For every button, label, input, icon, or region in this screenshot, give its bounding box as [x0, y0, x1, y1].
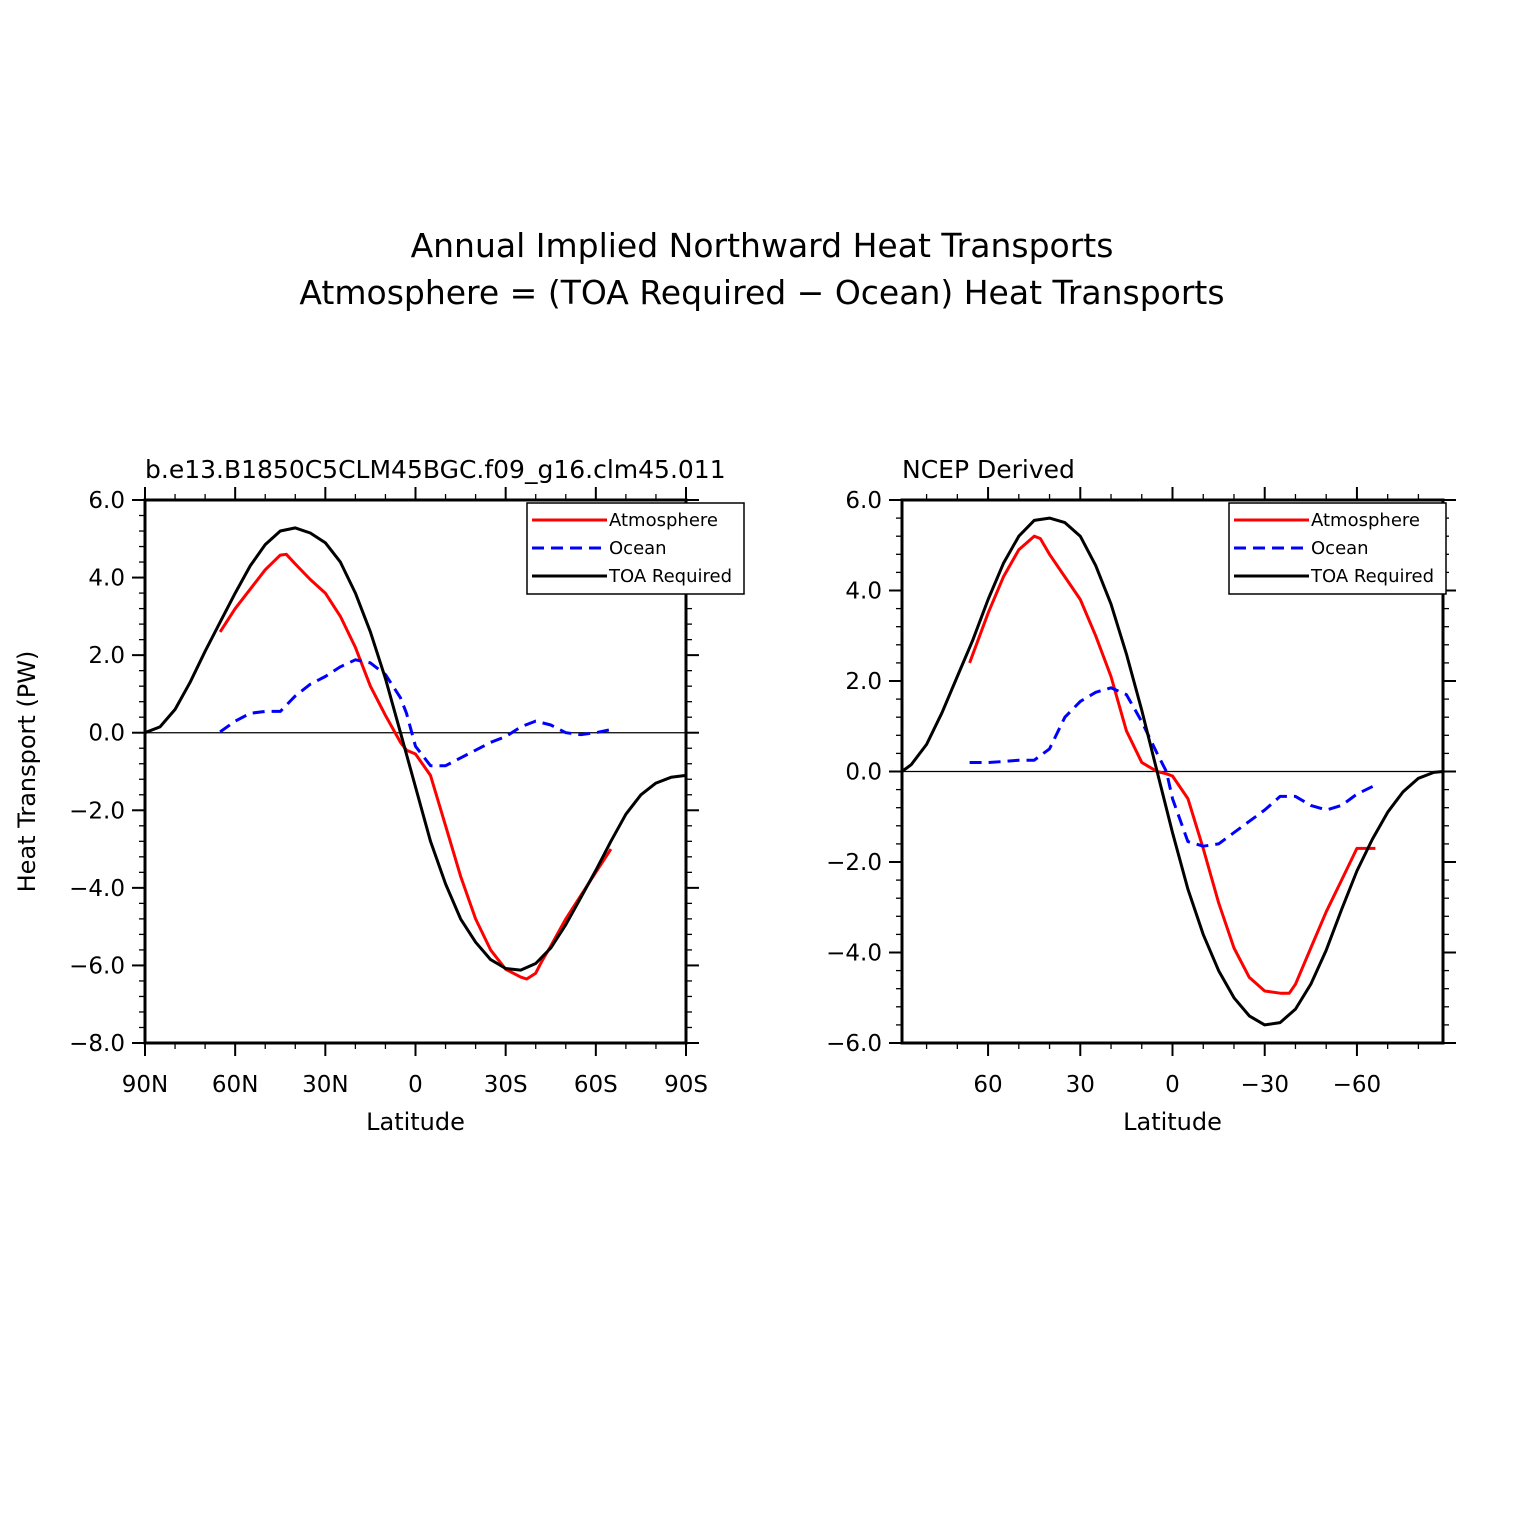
x-tick-label: 60N	[212, 1072, 258, 1098]
x-tick-label: 60S	[574, 1072, 618, 1098]
y-tick-label: −4.0	[69, 876, 125, 902]
y-tick-label: −2.0	[826, 850, 882, 876]
x-tick-label: 30S	[484, 1072, 528, 1098]
y-tick-label: −6.0	[69, 953, 125, 979]
x-tick-label: 90S	[664, 1072, 708, 1098]
x-tick-label: −30	[1240, 1072, 1289, 1098]
legend: Atmosphere Ocean TOA Required	[526, 502, 745, 595]
plot-frame	[143, 498, 688, 1045]
legend-box	[526, 502, 745, 595]
y-tick-label: 4.0	[845, 579, 882, 605]
legend-label-atmosphere: Atmosphere	[609, 510, 718, 531]
series-line-ocean	[969, 686, 1377, 848]
x-tick-label: 30	[1066, 1072, 1095, 1098]
legend-label-ocean: Ocean	[609, 538, 667, 559]
legend-label-ocean: Ocean	[1311, 538, 1369, 559]
x-tick-label: 60	[973, 1072, 1002, 1098]
x-tick-label: 0	[408, 1072, 423, 1098]
plot-frame	[900, 498, 1445, 1045]
y-tick-label: 0.0	[845, 760, 882, 786]
x-axis-label: Latitude	[1123, 1108, 1222, 1136]
y-tick-label: −2.0	[69, 798, 125, 824]
panel-title: NCEP Derived	[902, 455, 1075, 484]
y-tick-label: 6.0	[845, 488, 882, 514]
x-tick-label: 90N	[122, 1072, 168, 1098]
series-line-atmosphere	[218, 552, 613, 981]
legend-label-toa: TOA Required	[1310, 566, 1434, 587]
y-tick-label: −6.0	[826, 1031, 882, 1057]
panel-title: b.e13.B1850C5CLM45BGC.f09_g16.clm45.011	[145, 455, 726, 484]
model-panel: b.e13.B1850C5CLM45BGC.f09_g16.clm45.011 6…	[13, 455, 745, 1136]
x-tick-label: −60	[1333, 1072, 1382, 1098]
y-tick-label: 2.0	[845, 669, 882, 695]
y-tick-label: −4.0	[826, 941, 882, 967]
y-tick-label: 2.0	[88, 643, 125, 669]
y-tick-label: 0.0	[88, 721, 125, 747]
y-axis-label: Heat Transport (PW)	[13, 651, 41, 893]
legend-label-atmosphere: Atmosphere	[1311, 510, 1420, 531]
figure-title-line2: Atmosphere = (TOA Required − Ocean) Heat…	[299, 273, 1224, 312]
y-tick-label: 6.0	[88, 488, 125, 514]
series-line-atmosphere	[968, 534, 1376, 995]
series-line-toa	[901, 516, 1444, 1027]
ncep-panel: NCEP Derived 6.0 4.0 2.0 0.0 −2.0 −4.0 −6.0 60 30…	[826, 455, 1456, 1136]
legend-label-toa: TOA Required	[608, 566, 732, 587]
figure-title-line1: Annual Implied Northward Heat Transports	[411, 226, 1114, 265]
series-line-toa	[144, 526, 687, 972]
legend: Atmosphere Ocean TOA Required	[1228, 502, 1447, 595]
series-line-ocean	[219, 658, 612, 768]
legend-box	[1228, 502, 1447, 595]
x-axis-label: Latitude	[366, 1108, 465, 1136]
y-tick-label: −8.0	[69, 1031, 125, 1057]
x-tick-label: 30N	[302, 1072, 348, 1098]
x-tick-label: 0	[1165, 1072, 1180, 1098]
y-tick-label: 4.0	[88, 566, 125, 592]
